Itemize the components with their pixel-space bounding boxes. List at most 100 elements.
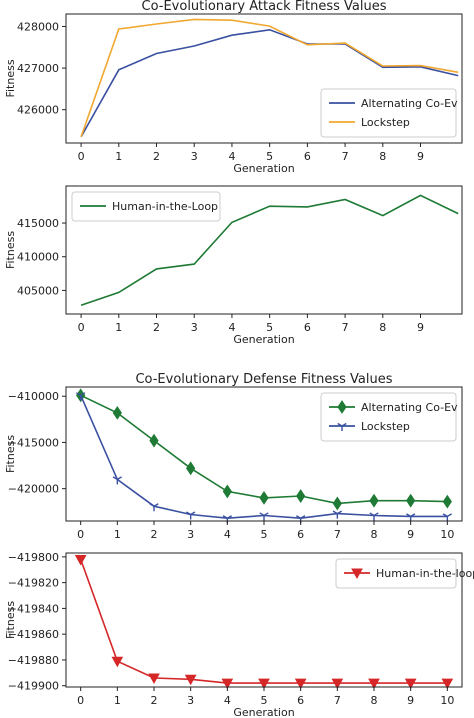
x-tick-label: 3 [187, 528, 194, 541]
x-tick-label: 6 [297, 528, 304, 541]
data-point [296, 489, 306, 503]
data-point [259, 512, 269, 521]
data-point [112, 405, 122, 420]
y-tick-label: 428000 [17, 20, 59, 33]
series-1 [74, 554, 454, 690]
data-point [76, 392, 86, 401]
legend-box [320, 392, 457, 442]
legend-marker [351, 568, 363, 580]
legend: Alternating Co-Ev Lockstep [320, 88, 458, 138]
x-tick-label: 4 [224, 694, 231, 707]
legend-box [320, 88, 457, 138]
data-point [221, 678, 234, 690]
series-line [80, 28, 459, 138]
legend-box [335, 558, 457, 589]
y-tick-label: 427000 [17, 62, 59, 75]
x-tick-label: 3 [191, 321, 198, 334]
x-tick-label: 0 [78, 321, 85, 334]
x-tick-label: 8 [379, 321, 386, 334]
x-tick-label: 2 [153, 150, 160, 163]
legend-label: Alternating Co-Ev [361, 97, 458, 110]
data-point [148, 673, 160, 685]
y-tick-label: 410000 [17, 251, 59, 264]
x-tick-label: 8 [379, 150, 386, 163]
y-tick-label: 426000 [17, 104, 59, 117]
chart-panel-3: Co-Evolutionary Defense Fitness Values 0 1… [4, 372, 463, 541]
x-tick-label: 6 [304, 321, 311, 334]
data-point [442, 513, 452, 522]
x-tick-label: 4 [228, 150, 235, 163]
x-tick-label: 2 [151, 528, 158, 541]
y-tick-label: −419900 [8, 680, 59, 693]
x-tick-label: 7 [342, 150, 349, 163]
x-tick-label: 7 [334, 694, 341, 707]
y-tick-label: −419860 [8, 628, 59, 641]
y-tick-label: −419820 [8, 577, 59, 590]
x-tick-label: 3 [191, 150, 198, 163]
x-axis-label: Generation [233, 706, 294, 718]
y-axis-label: Fitness [4, 231, 17, 269]
legend-label: Lockstep [361, 420, 410, 433]
y-axis-label: Fitness [4, 435, 17, 473]
data-point [186, 461, 196, 476]
legend: Alternating Co-Ev Lockstep [320, 392, 458, 442]
x-axis-label: Generation [233, 162, 294, 175]
x-tick-label: 6 [297, 694, 304, 707]
x-tick-label: 1 [115, 321, 122, 334]
x-tick-label: 8 [371, 528, 378, 541]
data-point [149, 503, 159, 512]
x-tick-label: 10 [440, 694, 454, 707]
x-tick-label: 9 [407, 694, 414, 707]
y-tick-label: −419880 [8, 654, 59, 667]
x-tick-label: 4 [224, 528, 231, 541]
y-tick-label: −410000 [8, 390, 59, 403]
y-axis-label: Fitness [4, 601, 17, 639]
x-tick-label: 1 [114, 694, 121, 707]
data-point [112, 476, 122, 485]
x-tick-label: 0 [78, 150, 85, 163]
data-point [149, 433, 159, 448]
chart-panel-4: 0 1 2 3 4 5 6 7 8 9 10 −419800 −419820 −419840 −419860… [4, 551, 474, 718]
x-tick-label: 3 [187, 694, 194, 707]
legend: Human-in-the-loop [335, 558, 474, 589]
x-tick-label: 5 [261, 528, 268, 541]
x-tick-label: 6 [304, 150, 311, 163]
data-point [294, 678, 307, 690]
legend: Human-in-the-Loop [71, 191, 221, 222]
chart-panel-2: 0 1 2 3 4 5 6 7 8 9 405000 410000 415000 Generation Fi… [4, 185, 463, 346]
x-tick-label: 1 [114, 528, 121, 541]
x-tick-label: 10 [440, 528, 454, 541]
x-tick-label: 4 [228, 321, 235, 334]
data-point [332, 510, 342, 519]
chart-title: Co-Evolutionary Defense Fitness Values [135, 372, 392, 387]
x-tick-label: 5 [266, 321, 273, 334]
data-point [406, 493, 416, 508]
data-point [442, 494, 452, 509]
y-axis-label: Fitness [4, 59, 17, 97]
series-2 [76, 392, 452, 524]
y-tick-label: 415000 [17, 217, 59, 230]
x-tick-label: 8 [371, 694, 378, 707]
chart-title: Co-Evolutionary Attack Fitness Values [142, 0, 387, 14]
data-point [184, 674, 197, 686]
data-point [369, 512, 379, 521]
series-1 [80, 194, 459, 306]
x-tick-label: 9 [417, 321, 424, 334]
legend-label: Lockstep [361, 116, 410, 129]
y-tick-label: 405000 [17, 284, 59, 297]
legend-marker [337, 400, 347, 414]
series-1 [80, 28, 459, 138]
x-tick-label: 5 [266, 150, 273, 163]
x-tick-label: 9 [417, 150, 424, 163]
x-tick-label: 5 [261, 694, 268, 707]
data-point [406, 513, 416, 522]
data-point [111, 656, 124, 668]
x-tick-label: 7 [334, 528, 341, 541]
data-point [369, 493, 379, 508]
series-line [80, 194, 459, 306]
series-2 [80, 18, 459, 138]
plot-frame [65, 13, 463, 144]
data-point [331, 678, 344, 690]
y-tick-label: −420000 [8, 483, 59, 496]
